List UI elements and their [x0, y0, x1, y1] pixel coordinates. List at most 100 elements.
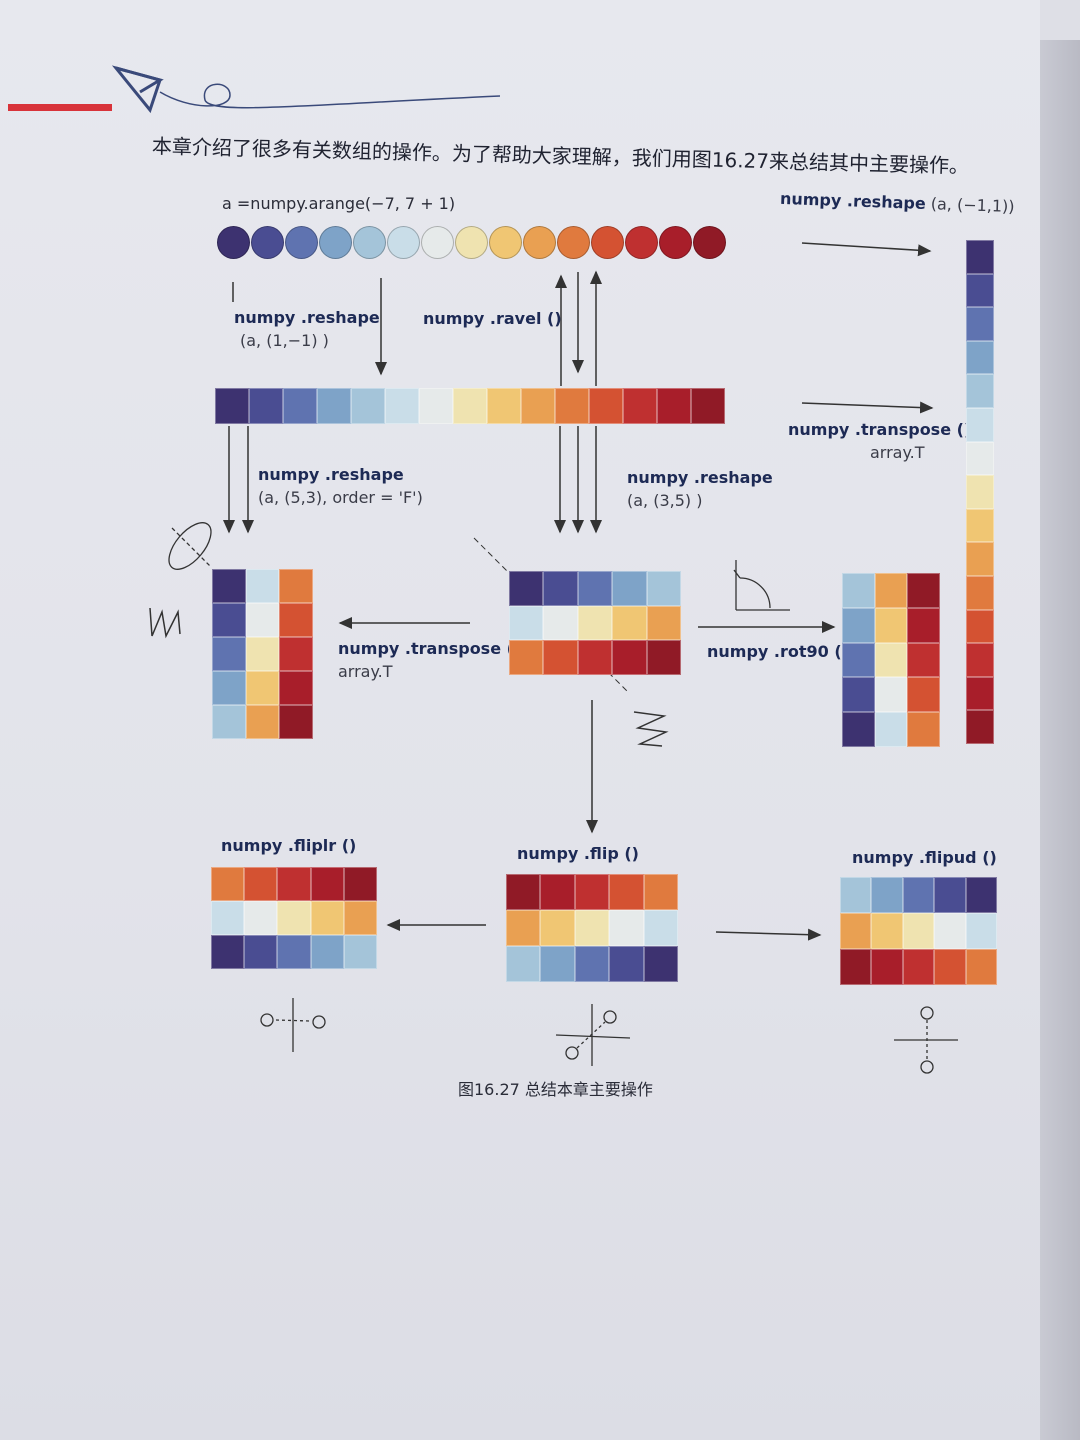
matrix-cell	[612, 605, 647, 641]
matrix-cell	[577, 640, 613, 675]
matrix-cell	[506, 910, 541, 946]
figure-caption: 图16.27 总结本章主要操作	[458, 1080, 653, 1099]
matrix-cell	[212, 637, 246, 671]
matrix-cell	[966, 273, 994, 308]
matrix-cell	[215, 388, 249, 424]
matrix-cell	[509, 605, 544, 641]
matrix-cell	[453, 388, 487, 424]
matrix-cell	[907, 642, 940, 678]
matrix-cell	[902, 913, 935, 949]
matrix-cell	[609, 874, 644, 910]
flipud-symmetry-icon	[894, 1006, 958, 1074]
matrix-cell	[646, 571, 681, 606]
matrix-cell	[643, 874, 678, 910]
matrix-cell	[612, 640, 647, 675]
matrix-cell	[555, 388, 589, 424]
reshape-f-arg: (a, (5,3), order = 'F')	[258, 488, 423, 507]
matrix-cell	[279, 603, 313, 637]
label-transpose-right: numpy .transpose () array.T	[788, 420, 971, 462]
arange-dot	[251, 226, 284, 259]
matrix-cell	[907, 573, 940, 608]
matrix-cell	[609, 946, 644, 982]
matrix-cell	[966, 508, 994, 543]
arange-dot	[285, 226, 318, 259]
transpose-mid-arg: array.T	[338, 662, 393, 681]
matrix-rot90	[842, 573, 940, 747]
label-reshape-f: numpy .reshape (a, (5,3), order = 'F')	[258, 465, 423, 507]
matrix-cell	[691, 388, 725, 424]
matrix-cell	[966, 240, 994, 274]
matrix-cell	[966, 407, 994, 442]
column-vector-15x1	[966, 240, 994, 744]
matrix-cell	[842, 607, 875, 643]
matrix-cell	[874, 642, 908, 678]
matrix-cell	[907, 677, 940, 713]
matrix-cell	[646, 640, 681, 675]
label-reshape-row: numpy .reshape (a, (1,−1) )	[234, 308, 380, 350]
transpose-right-arg: array.T	[870, 443, 925, 462]
matrix-cell	[840, 877, 872, 913]
matrix-cell	[212, 705, 246, 739]
matrix-cell	[279, 569, 313, 603]
label-flip: numpy .flip ()	[517, 844, 639, 863]
matrix-cell	[245, 671, 280, 705]
matrix-cell	[966, 374, 994, 408]
flip-symmetry-icon	[555, 1004, 631, 1066]
arange-dot	[421, 226, 454, 259]
reshape-35-arg: (a, (3,5) )	[627, 491, 703, 510]
matrix-cell	[310, 901, 344, 935]
matrix-cell	[966, 676, 994, 711]
arrows	[223, 242, 934, 941]
matrix-cell	[966, 441, 994, 476]
matrix-cell	[907, 712, 940, 747]
matrix-cell	[245, 569, 280, 603]
matrix-cell	[965, 877, 997, 913]
matrix-cell	[643, 946, 678, 982]
matrix-cell	[966, 575, 994, 610]
matrix-cell	[577, 571, 613, 606]
arange-dot	[523, 226, 556, 259]
matrix-cell	[211, 867, 245, 901]
transpose-mid-fn: numpy .transpose ()	[338, 639, 522, 658]
matrix-cell	[874, 677, 908, 713]
matrix-cell	[966, 643, 994, 677]
matrix-cell	[343, 901, 377, 935]
page-edge	[1040, 40, 1080, 1440]
matrix-cell	[874, 573, 908, 608]
arange-dot	[387, 226, 420, 259]
matrix-cell	[574, 910, 610, 946]
plane-trail-line	[159, 83, 501, 109]
fliplr-fn: numpy .fliplr ()	[221, 836, 357, 855]
arange-dot	[659, 226, 692, 259]
matrix-cell	[934, 949, 966, 985]
zigzag-z-icon	[633, 711, 669, 747]
label-arange: a =numpy.arange(−7, 7 + 1)	[222, 194, 456, 213]
label-ravel: numpy .ravel ()	[423, 309, 562, 328]
matrix-cell	[249, 388, 283, 424]
matrix-cell	[966, 609, 994, 644]
arrow-transpose-right	[801, 401, 934, 414]
matrix-cell	[506, 874, 541, 910]
matrix-cell	[577, 605, 613, 641]
matrix-5x3-order-f	[212, 569, 313, 739]
matrix-cell	[874, 712, 908, 747]
arange-dot	[455, 226, 488, 259]
matrix-cell	[487, 388, 521, 424]
arrow-to-column	[801, 242, 932, 257]
matrix-cell	[934, 913, 966, 949]
matrix-cell	[279, 671, 313, 705]
matrix-cell	[612, 571, 647, 606]
arange-dot	[489, 226, 522, 259]
paper-plane-icon	[111, 65, 164, 114]
matrix-cell	[842, 677, 875, 713]
matrix-cell	[871, 877, 903, 913]
rotation-ellipse-icon	[168, 522, 212, 570]
matrix-cell	[419, 388, 453, 424]
matrix-cell	[509, 571, 544, 606]
arange-dot	[557, 226, 590, 259]
matrix-cell	[966, 475, 994, 509]
header-red-line	[8, 104, 112, 111]
matrix-cell	[244, 901, 278, 935]
flip-fn: numpy .flip ()	[517, 844, 639, 863]
reshape-f-fn: numpy .reshape	[258, 465, 404, 484]
